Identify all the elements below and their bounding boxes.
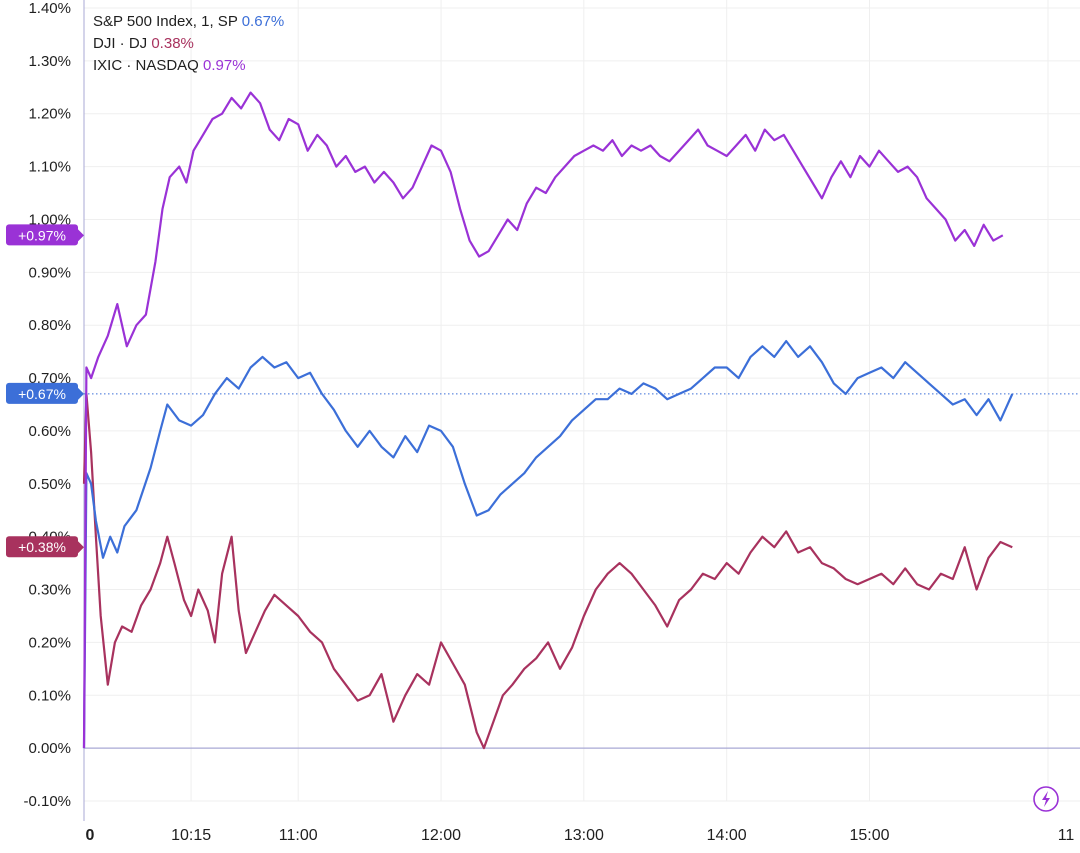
grid [83,0,1080,821]
legend-series-name: IXIC · NASDAQ [93,57,203,74]
y-tick-label: 0.20% [28,634,71,651]
price-badge-1: +0.38% [6,536,84,558]
y-tick-label: 0.50% [28,476,71,493]
y-tick-label: 0.60% [28,423,71,440]
x-tick-label: 15:00 [849,827,889,844]
price-badge-text: +0.97% [18,227,66,243]
series-line-2 [82,91,1004,749]
price-badge-2: +0.97% [6,224,84,246]
series-lines [82,91,1014,750]
legend-series-name: S&P 500 Index, 1, SP [93,13,242,30]
y-tick-label: 1.00% [28,211,71,228]
x-tick-label: 10:15 [171,827,211,844]
legend-series-value: 0.38% [151,35,194,52]
legend-series-value: 0.67% [242,13,285,30]
y-tick-label: 0.10% [28,687,71,704]
x-tick-label: 0 [86,827,95,844]
y-axis-tick-labels: 1.40% 1.30% 1.20% 1.10% 1.00% 0.90% 0.80% 0.70%… [23,0,71,810]
y-tick-label: 0.00% [28,740,71,757]
legend-series-value: 0.97% [203,57,246,74]
legend: S&P 500 Index, 1, SP 0.67% DJI · DJ 0.38%… [93,13,284,74]
y-tick-label: 1.20% [28,106,71,123]
y-tick-label: -0.10% [23,793,71,810]
legend-entry-0: S&P 500 Index, 1, SP 0.67% [93,13,284,30]
y-tick-label: 1.10% [28,159,71,176]
x-tick-label: 11 [1058,827,1075,844]
x-tick-label: 12:00 [421,827,461,844]
y-tick-label: 0.80% [28,317,71,334]
series-line-1 [82,392,1013,750]
legend-entry-1: DJI · DJ 0.38% [93,35,194,52]
y-tick-label: 1.30% [28,53,71,70]
x-tick-label: 11:00 [279,827,318,844]
x-tick-label: 13:00 [564,827,604,844]
lightning-icon[interactable] [1033,786,1059,812]
x-axis-tick-labels: 0 10:15 11:00 12:00 13:00 14:00 15:00 11 [86,827,1075,844]
series-line-0 [82,340,1014,749]
x-tick-label: 14:00 [707,827,747,844]
price-badge-text: +0.38% [18,539,66,555]
price-badges: +0.67% +0.38% +0.97% [6,224,84,558]
legend-series-name: DJI · DJ [93,35,151,52]
y-tick-label: 0.90% [28,264,71,281]
y-tick-label: 0.30% [28,582,71,599]
y-tick-label: 1.40% [28,0,71,17]
price-badge-0: +0.67% [6,382,84,404]
y-tick-label: 0.70% [28,370,71,387]
price-badge-text: +0.67% [18,386,66,402]
legend-entry-2: IXIC · NASDAQ 0.97% [93,57,246,74]
